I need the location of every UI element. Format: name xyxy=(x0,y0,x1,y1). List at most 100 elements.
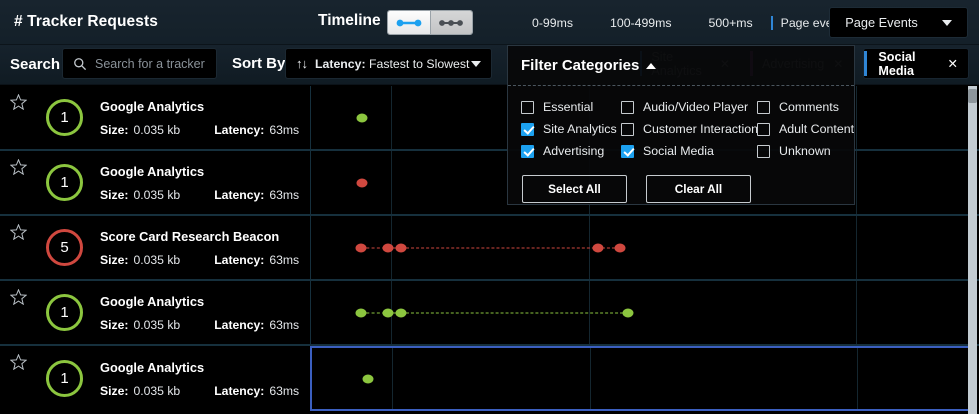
checkbox[interactable] xyxy=(757,144,770,158)
legend-label-0: 0-99ms xyxy=(532,15,574,30)
latency-value: 63ms xyxy=(269,122,300,137)
filter-option-label: Adult Content xyxy=(779,122,855,136)
latency-value: 63ms xyxy=(269,252,300,267)
page-events-label: Page Events xyxy=(845,15,918,30)
checkbox[interactable] xyxy=(521,144,534,158)
filter-option-unknown[interactable]: Unknown xyxy=(757,144,854,158)
filter-option-essential[interactable]: Essential xyxy=(521,100,621,114)
checkbox[interactable] xyxy=(521,100,534,114)
search-label: Search xyxy=(10,56,61,73)
timeline-request-dot[interactable] xyxy=(395,308,407,317)
checkbox[interactable] xyxy=(521,122,534,136)
timeline-request-dot[interactable] xyxy=(614,243,626,252)
search-input[interactable] xyxy=(95,56,215,71)
filter-panel-actions: Select All Clear All xyxy=(508,162,854,203)
clear-all-button[interactable]: Clear All xyxy=(646,175,751,203)
timeline-track xyxy=(311,242,970,254)
page-title: # Tracker Requests xyxy=(14,13,158,30)
tracker-name: Google Analytics xyxy=(100,359,205,375)
star-outline-icon[interactable] xyxy=(0,346,36,411)
legend-swatch-orange xyxy=(591,17,602,28)
sort-by-select[interactable]: ↑↓ Latency: Fastest to Slowest xyxy=(285,48,492,79)
filter-option-audio-video-player[interactable]: Audio/Video Player xyxy=(621,100,757,114)
timeline-three-dot-icon xyxy=(439,19,464,26)
tracker-info: Google Analytics Size: 0.035 kb Latency: 63m… xyxy=(100,360,299,398)
timeline-request-dot[interactable] xyxy=(382,308,394,317)
chevron-down-icon xyxy=(941,19,952,26)
timeline-connector xyxy=(361,247,401,248)
filter-chip-social-media[interactable]: Social Media ✕ xyxy=(863,48,969,79)
filter-option-customer-interaction[interactable]: Customer Interaction xyxy=(621,122,758,136)
size-label: Size: xyxy=(100,122,129,137)
timeline-request-dot[interactable] xyxy=(356,178,368,187)
tracker-info: Google Analytics Size: 0.035 kb Latency: 63m… xyxy=(100,164,299,202)
tracker-meta: Size: 0.035 kb Latency: 63ms xyxy=(100,188,299,202)
latency-label: Latency: xyxy=(214,383,265,398)
page-events-dropdown[interactable]: Page Events xyxy=(829,7,968,38)
legend-label-1: 100-499ms xyxy=(610,15,672,30)
size-label: Size: xyxy=(100,383,129,398)
filter-option-comments[interactable]: Comments xyxy=(757,100,854,114)
timeline-track xyxy=(311,307,970,319)
filter-option-label: Advertising xyxy=(543,144,605,158)
timeline-request-dot[interactable] xyxy=(395,243,407,252)
timeline-track xyxy=(311,112,970,124)
tracker-meta: Size: 0.035 kb Latency: 63ms xyxy=(100,384,299,398)
close-icon[interactable]: ✕ xyxy=(947,57,958,71)
checkbox[interactable] xyxy=(757,100,770,114)
size-value: 0.035 kb xyxy=(133,122,181,137)
page-event-marker-icon xyxy=(770,15,773,30)
star-outline-icon[interactable] xyxy=(0,216,36,279)
timeline-gridline xyxy=(856,151,857,214)
checkbox[interactable] xyxy=(621,100,634,114)
filter-option-label: Social Media xyxy=(643,144,714,158)
timeline-cell[interactable] xyxy=(310,281,970,344)
timeline-label: Timeline xyxy=(318,12,381,29)
star-outline-icon[interactable] xyxy=(0,86,36,149)
filter-categories-header[interactable]: Filter Categories xyxy=(508,46,854,86)
star-outline-icon[interactable] xyxy=(0,281,36,344)
timeline-cell[interactable] xyxy=(310,216,970,279)
legend-swatch-green xyxy=(513,17,524,28)
timeline-request-dot[interactable] xyxy=(362,374,374,383)
chevron-down-icon xyxy=(471,60,481,67)
legend-item-0: 0-99ms xyxy=(513,16,573,30)
request-count-badge: 1 xyxy=(46,99,83,136)
table-row[interactable]: 1 Google Analytics Size: 0.035 kb Latency: 63… xyxy=(0,346,979,411)
timeline-request-dot[interactable] xyxy=(592,243,604,252)
timeline-request-dot[interactable] xyxy=(356,113,368,122)
legend-item-2: 500+ms xyxy=(690,16,753,30)
table-row[interactable]: 1 Google Analytics Size: 0.035 kb Latency: 63… xyxy=(0,281,979,346)
filter-option-site-analytics[interactable]: Site Analytics xyxy=(521,122,621,136)
app-header: # Tracker Requests Timeline xyxy=(0,0,979,45)
timeline-track xyxy=(312,373,968,385)
timeline-gridline xyxy=(857,348,858,409)
timeline-two-dot-toggle[interactable] xyxy=(388,11,430,34)
scrollbar-thumb[interactable] xyxy=(968,89,977,103)
filter-option-adult-content[interactable]: Adult Content xyxy=(757,122,854,136)
table-row[interactable]: 5 Score Card Research Beacon Size: 0.035 kb… xyxy=(0,216,979,281)
vertical-scrollbar[interactable] xyxy=(968,86,977,414)
checkbox[interactable] xyxy=(621,144,634,158)
timeline-request-dot[interactable] xyxy=(355,308,367,317)
checkbox[interactable] xyxy=(621,122,634,136)
tracker-info: Google Analytics Size: 0.035 kb Latency: 63m… xyxy=(100,99,299,137)
timeline-cell[interactable] xyxy=(310,346,970,411)
size-value: 0.035 kb xyxy=(133,252,181,267)
legend-swatch-red xyxy=(690,17,701,28)
search-field-wrapper[interactable] xyxy=(62,48,217,79)
tracker-meta: Size: 0.035 kb Latency: 63ms xyxy=(100,253,299,267)
select-all-button[interactable]: Select All xyxy=(522,175,627,203)
timeline-request-dot[interactable] xyxy=(622,308,634,317)
tracker-info: Google Analytics Size: 0.035 kb Latency: 63m… xyxy=(100,294,299,332)
star-outline-icon[interactable] xyxy=(0,151,36,214)
timeline-three-dot-toggle[interactable] xyxy=(429,11,472,34)
timeline-view-toggle[interactable] xyxy=(387,10,473,35)
filter-option-advertising[interactable]: Advertising xyxy=(521,144,621,158)
checkbox[interactable] xyxy=(757,122,770,136)
filter-option-social-media[interactable]: Social Media xyxy=(621,144,757,158)
timeline-gridline xyxy=(856,281,857,344)
timeline-request-dot[interactable] xyxy=(382,243,394,252)
timeline-request-dot[interactable] xyxy=(355,243,367,252)
